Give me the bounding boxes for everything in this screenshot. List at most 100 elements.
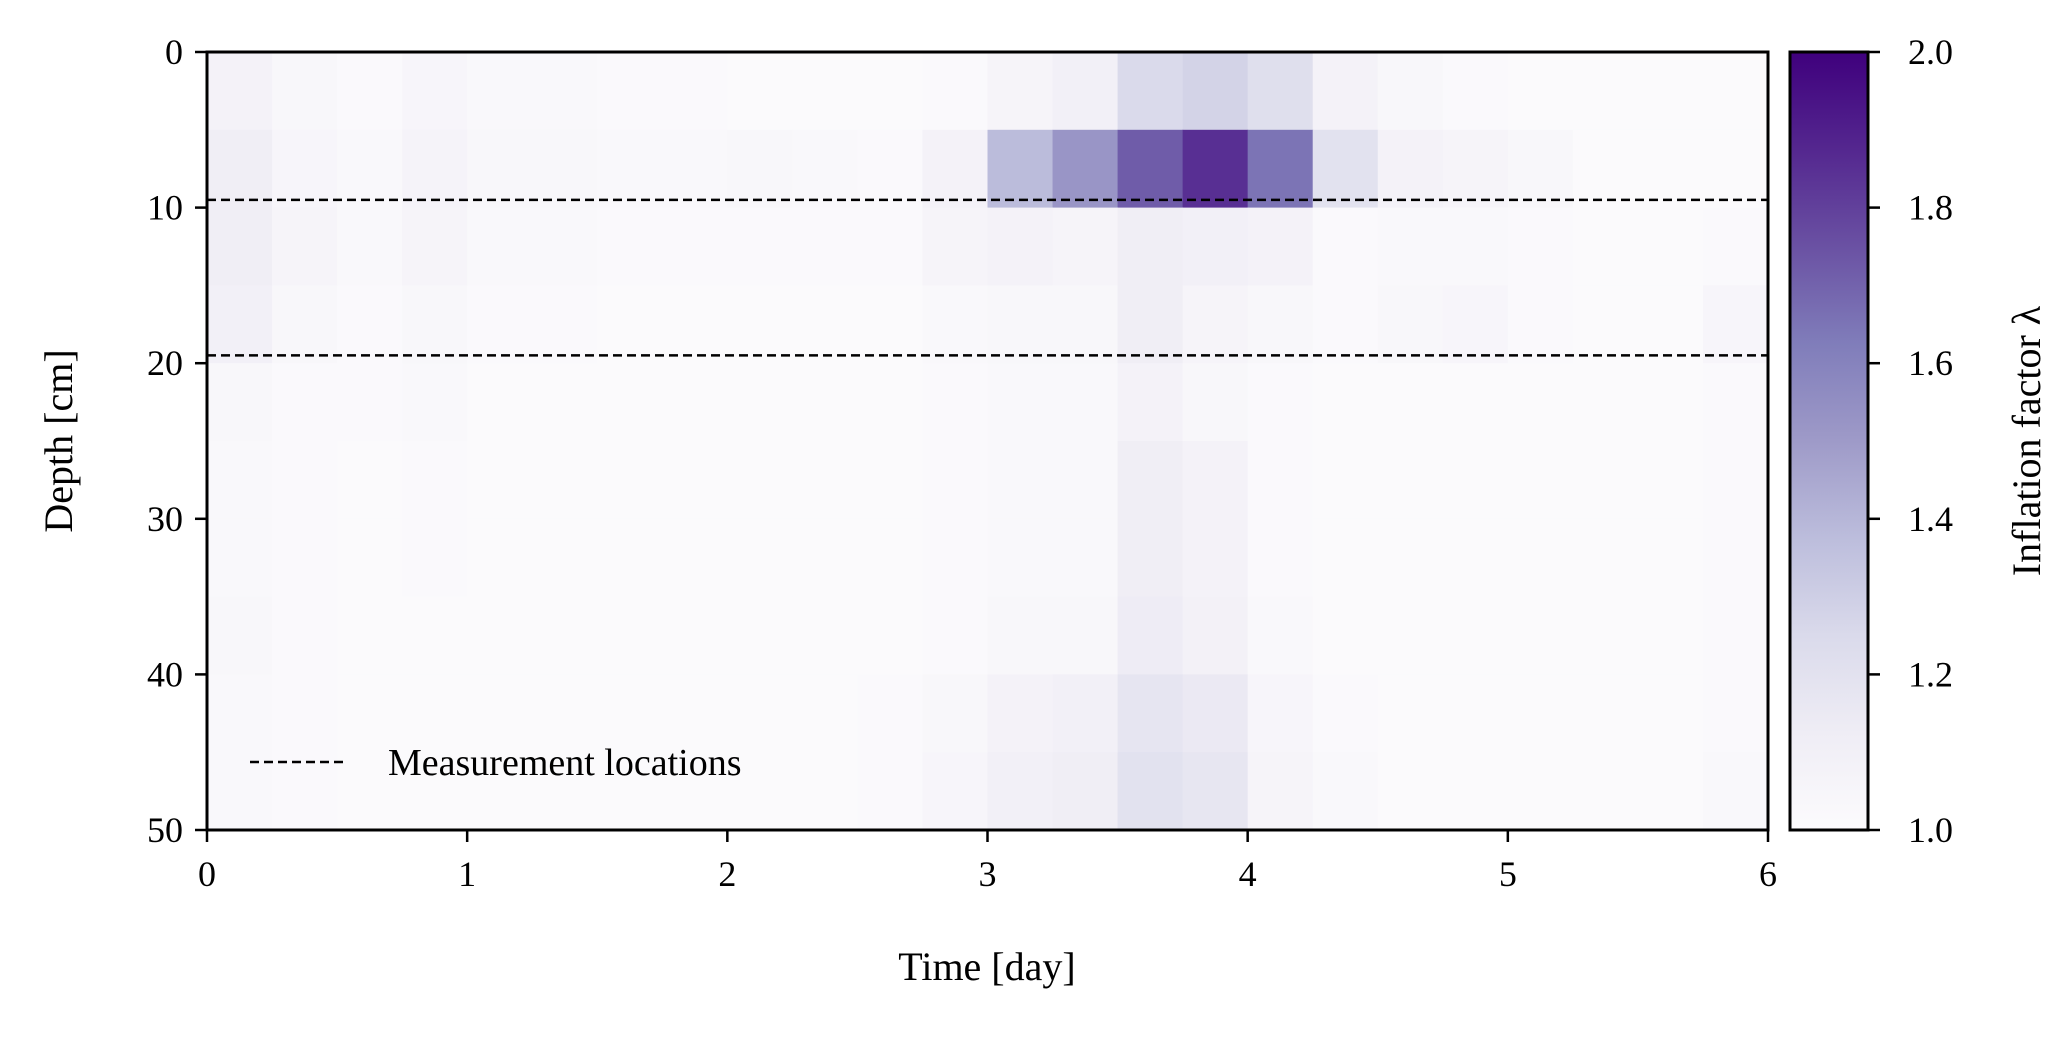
heatmap-cell <box>727 518 793 598</box>
heatmap-cell <box>272 752 338 831</box>
heatmap-cell <box>467 752 533 831</box>
heatmap-cell <box>792 674 858 753</box>
heatmap-cell <box>792 52 858 131</box>
heatmap-cell <box>337 52 403 131</box>
heatmap-cell <box>1247 363 1314 442</box>
heatmap-cell <box>792 596 858 675</box>
heatmap-cell <box>467 363 533 442</box>
heatmap-cell <box>1507 596 1574 675</box>
heatmap-cell <box>1507 129 1574 209</box>
heatmap-cell <box>337 129 403 209</box>
heatmap-cell <box>1182 596 1249 675</box>
heatmap-cell <box>1117 52 1184 131</box>
heatmap-cell <box>1572 752 1639 831</box>
heatmap-cell <box>1507 441 1574 520</box>
heatmap-cell <box>1052 518 1119 598</box>
heatmap-cell <box>207 752 273 831</box>
heatmap-cell <box>662 129 728 209</box>
heatmap-cell <box>207 207 273 286</box>
x-axis: 0 1 2 3 4 5 6 <box>198 830 1777 894</box>
heatmap-cell <box>1637 129 1704 209</box>
heatmap-cell <box>1247 596 1314 675</box>
heatmap-cell <box>662 52 728 131</box>
heatmap-cell <box>727 596 793 675</box>
heatmap-cell <box>532 129 598 209</box>
heatmap-cells <box>207 52 1769 831</box>
heatmap-cell <box>662 207 728 286</box>
heatmap-cell <box>597 363 663 442</box>
heatmap-cell <box>857 285 923 364</box>
heatmap-cell <box>1507 518 1574 598</box>
heatmap-cell <box>857 752 923 831</box>
heatmap-cell <box>922 285 988 364</box>
y-tick-label: 50 <box>147 810 183 850</box>
heatmap-cell <box>1377 207 1444 286</box>
heatmap-cell <box>1507 285 1574 364</box>
heatmap-cell <box>1052 207 1119 286</box>
heatmap-cell <box>1442 441 1509 520</box>
heatmap-cell <box>402 363 468 442</box>
heatmap-cell <box>207 363 273 442</box>
heatmap-cell <box>467 207 533 286</box>
heatmap-cell <box>857 52 923 131</box>
heatmap-cell <box>1442 52 1509 131</box>
heatmap-cell <box>1052 363 1119 442</box>
heatmap-cell <box>207 674 273 753</box>
heatmap-cell <box>597 207 663 286</box>
colorbar <box>1788 50 1870 832</box>
heatmap-cell <box>1702 285 1769 364</box>
heatmap-cell <box>792 207 858 286</box>
heatmap-cell <box>337 518 403 598</box>
heatmap-cell <box>1312 363 1379 442</box>
heatmap-cell <box>272 285 338 364</box>
heatmap-cell <box>1572 207 1639 286</box>
heatmap-cell <box>337 752 403 831</box>
heatmap-cell <box>727 207 793 286</box>
heatmap-cell <box>272 518 338 598</box>
heatmap-cell <box>792 752 858 831</box>
heatmap-cell <box>1637 52 1704 131</box>
heatmap-cell <box>532 52 598 131</box>
heatmap-cell <box>1377 129 1444 209</box>
heatmap-cell <box>1117 207 1184 286</box>
heatmap-cell <box>1377 285 1444 364</box>
x-tick-label: 1 <box>458 854 476 894</box>
heatmap-cell <box>1247 207 1314 286</box>
heatmap-cell <box>987 441 1054 520</box>
heatmap-cell <box>1182 518 1249 598</box>
heatmap-cell <box>1637 518 1704 598</box>
heatmap-cell <box>467 285 533 364</box>
heatmap-cell <box>337 285 403 364</box>
heatmap-cell <box>1507 52 1574 131</box>
heatmap-cell <box>1117 285 1184 364</box>
heatmap-cell <box>727 752 793 831</box>
heatmap-cell <box>1312 441 1379 520</box>
heatmap-cell <box>987 674 1054 753</box>
heatmap-cell <box>1247 52 1314 131</box>
heatmap-cell <box>662 518 728 598</box>
colorbar-tick-label: 1.2 <box>1908 654 1953 694</box>
colorbar-tick-label: 1.6 <box>1908 343 1953 383</box>
heatmap-cell <box>272 207 338 286</box>
heatmap-cell <box>857 518 923 598</box>
heatmap-cell <box>1182 674 1249 753</box>
heatmap-cell <box>272 52 338 131</box>
colorbar-tick-label: 1.0 <box>1908 810 1953 850</box>
heatmap-cell <box>1117 674 1184 753</box>
heatmap-cell <box>857 441 923 520</box>
heatmap-cell <box>1572 363 1639 442</box>
colorbar-tick-label: 1.8 <box>1908 188 1953 228</box>
y-tick-label: 20 <box>147 343 183 383</box>
heatmap-cell <box>1312 207 1379 286</box>
heatmap-cell <box>207 596 273 675</box>
y-axis: 0 10 20 30 40 50 <box>147 32 207 850</box>
heatmap-cell <box>402 596 468 675</box>
heatmap-cell <box>857 674 923 753</box>
heatmap-cell <box>1637 752 1704 831</box>
heatmap-cell <box>402 441 468 520</box>
colorbar-label: Inflation factor λ <box>2004 305 2049 576</box>
heatmap-cell <box>1052 441 1119 520</box>
heatmap-cell <box>1312 596 1379 675</box>
legend-label: Measurement locations <box>388 742 742 784</box>
